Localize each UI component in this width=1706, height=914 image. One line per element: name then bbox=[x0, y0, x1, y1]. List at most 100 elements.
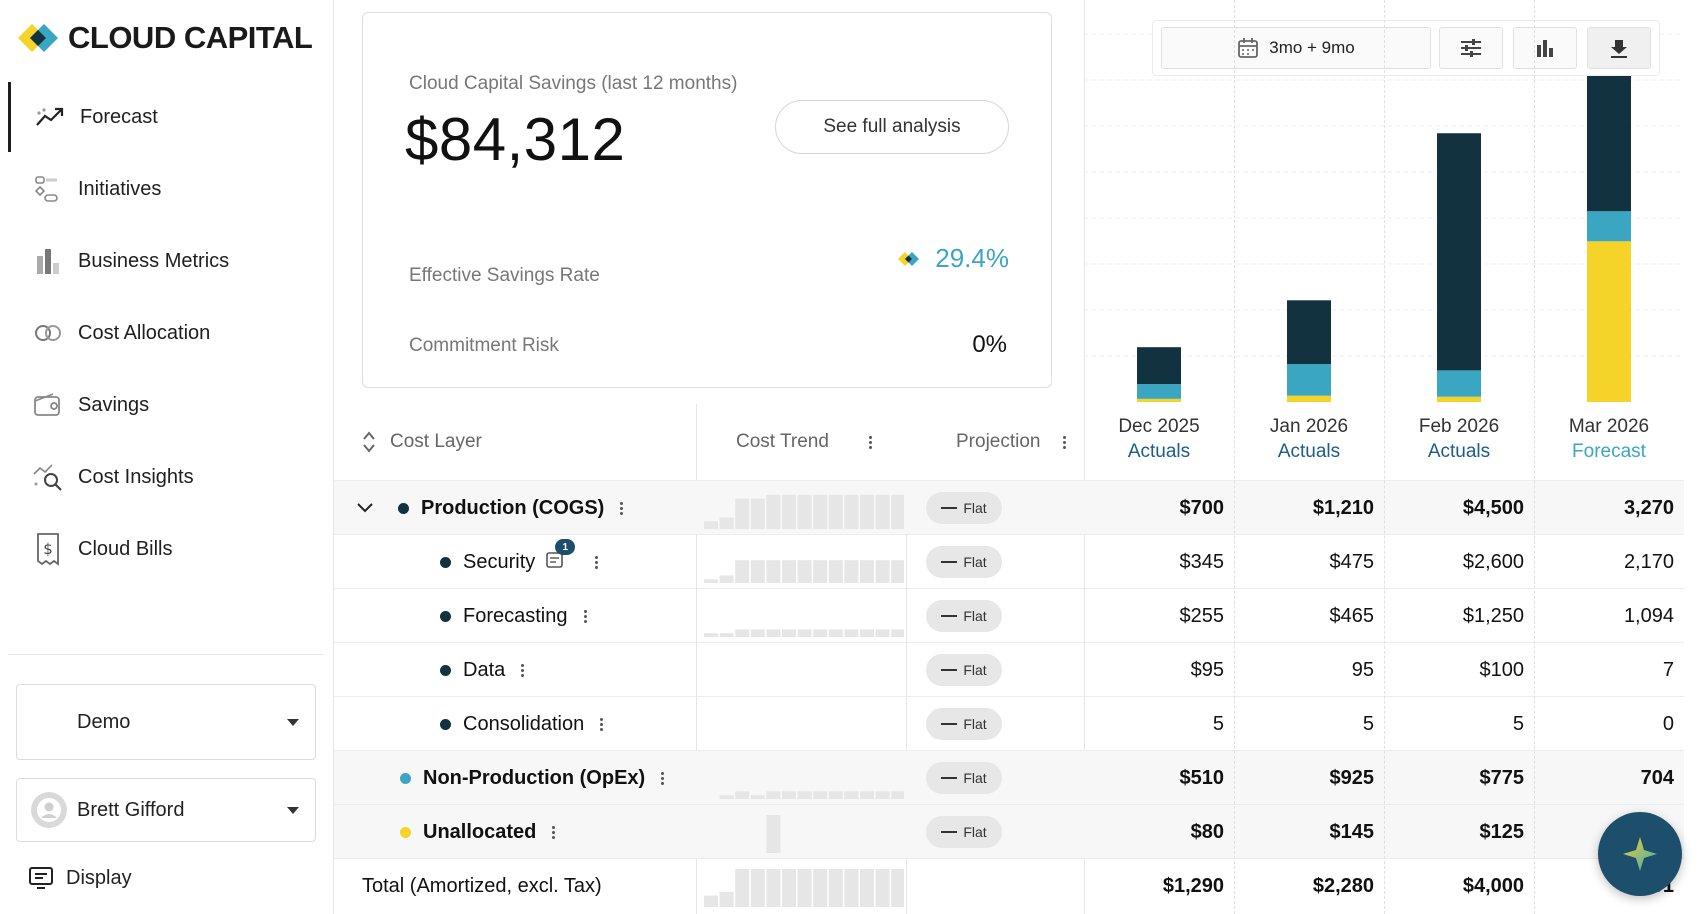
brand-logo[interactable]: CLOUD CAPITAL bbox=[16, 18, 313, 58]
user-select[interactable]: Brett Gifford bbox=[16, 778, 316, 842]
month-value-cell: 5 bbox=[1212, 712, 1224, 735]
projection-pill[interactable]: Flat bbox=[926, 816, 1002, 848]
month-value-cell: 5 bbox=[1512, 712, 1524, 735]
sidebar-item-forecast[interactable]: Forecast bbox=[8, 82, 326, 152]
month-value-cell: $1,290 bbox=[1162, 874, 1224, 897]
sparkline-bar bbox=[719, 575, 734, 583]
table-row[interactable]: Security 1 Flat $345 $475 $2,600 2,170 bbox=[334, 534, 1684, 588]
month-value-cell: $125 bbox=[1479, 820, 1525, 843]
projection-pill[interactable]: Flat bbox=[926, 762, 1002, 794]
table-row[interactable]: Unallocated Flat $80 $145 $125 bbox=[334, 804, 1684, 858]
month-value-cell: $145 bbox=[1329, 820, 1375, 843]
sparkline-bar bbox=[766, 869, 781, 907]
chart-bar-segment[interactable] bbox=[1587, 211, 1631, 242]
sparkline-bar bbox=[875, 494, 890, 529]
sidebar-item-label: Savings bbox=[78, 393, 150, 416]
month-value-cell: 0 bbox=[1662, 712, 1674, 735]
row-menu-icon[interactable] bbox=[595, 554, 599, 571]
workspace-select-value: Demo bbox=[77, 710, 131, 733]
table-row[interactable]: Production (COGS) Flat $700 $1,210 $4,500 3,2… bbox=[334, 480, 1684, 534]
projection-pill[interactable]: Flat bbox=[926, 600, 1002, 632]
row-menu-icon[interactable] bbox=[600, 716, 604, 733]
dash-icon bbox=[941, 669, 958, 671]
row-menu-icon[interactable] bbox=[552, 824, 556, 841]
chart-type-button[interactable] bbox=[1513, 27, 1577, 69]
cost-trend-menu-icon[interactable] bbox=[868, 434, 873, 451]
projection-pill[interactable]: Flat bbox=[926, 708, 1002, 740]
month-value-cell: $1,250 bbox=[1462, 604, 1524, 627]
projection-pill[interactable]: Flat bbox=[926, 654, 1002, 686]
table-row[interactable]: Data Flat $95 95 $100 7 bbox=[334, 642, 1684, 696]
sidebar-item-savings[interactable]: Savings bbox=[8, 370, 326, 440]
bar-chart-icon bbox=[1537, 40, 1553, 57]
sparkline-bar bbox=[766, 494, 781, 529]
table-row[interactable]: Consolidation Flat 5 5 5 0 bbox=[334, 696, 1684, 750]
ai-assistant-button[interactable] bbox=[1598, 812, 1682, 896]
cost-layer-header[interactable]: Cost Layer bbox=[362, 404, 692, 480]
sidebar-item-cost-insights[interactable]: Cost Insights bbox=[8, 442, 326, 512]
month-header[interactable]: Dec 2025 Actuals bbox=[1084, 414, 1234, 464]
sparkline-bar bbox=[766, 560, 781, 583]
chart-bar-segment[interactable] bbox=[1137, 347, 1181, 385]
dash-icon bbox=[941, 777, 958, 779]
sparkline-bar bbox=[891, 560, 904, 583]
series-dot bbox=[440, 610, 451, 622]
see-full-analysis-button[interactable]: See full analysis bbox=[775, 100, 1009, 154]
sparkline-bar bbox=[813, 869, 828, 907]
sparkline-bar bbox=[766, 791, 781, 799]
table-row[interactable]: Non-Production (OpEx) Flat $510 $925 $775 704 bbox=[334, 750, 1684, 804]
cost-trend-sparkline bbox=[704, 629, 904, 637]
row-menu-icon[interactable] bbox=[583, 608, 588, 625]
month-label: Mar 2026 bbox=[1568, 416, 1650, 437]
row-menu-icon[interactable] bbox=[620, 500, 624, 517]
month-header[interactable]: Feb 2026 Actuals bbox=[1384, 414, 1534, 464]
date-range-button[interactable]: 3mo + 9mo bbox=[1161, 27, 1431, 69]
sparkline-bar bbox=[704, 633, 718, 637]
chart-bar-segment[interactable] bbox=[1437, 133, 1481, 371]
chart-bar-segment[interactable] bbox=[1437, 396, 1481, 402]
sort-icon bbox=[363, 431, 375, 453]
chart-bar-segment[interactable] bbox=[1587, 241, 1631, 402]
row-menu-icon[interactable] bbox=[521, 662, 525, 679]
chevron-down-icon[interactable] bbox=[356, 502, 374, 514]
sparkline-bar bbox=[704, 521, 718, 529]
month-header[interactable]: Mar 2026 Forecast bbox=[1534, 414, 1684, 464]
chart-bar-segment[interactable] bbox=[1287, 300, 1331, 365]
chart-bar-segment[interactable] bbox=[1287, 364, 1331, 396]
filters-button[interactable] bbox=[1439, 27, 1503, 69]
chart-bar-segment[interactable] bbox=[1137, 384, 1181, 399]
sparkline-bar bbox=[766, 815, 781, 853]
projection-menu-icon[interactable] bbox=[1062, 434, 1067, 451]
sparkline-bar bbox=[860, 629, 874, 637]
display-button[interactable]: Display bbox=[28, 866, 132, 890]
table-row[interactable]: Forecasting Flat $255 $465 $1,250 1,094 bbox=[334, 588, 1684, 642]
chart-bar-segment[interactable] bbox=[1287, 395, 1331, 402]
month-divider bbox=[1534, 0, 1535, 914]
month-header[interactable]: Jan 2026 Actuals bbox=[1234, 414, 1384, 464]
month-label: Feb 2026 bbox=[1418, 416, 1500, 437]
chart-bar-segment[interactable] bbox=[1437, 370, 1481, 397]
sidebar: CLOUD CAPITAL Forecast Initiatives Busines… bbox=[0, 0, 334, 914]
total-row[interactable]: Total (Amortized, excl. Tax) $1,290 $2,280… bbox=[334, 858, 1684, 912]
sidebar-item-initiatives[interactable]: Initiatives bbox=[8, 154, 326, 224]
projection-label: Flat bbox=[963, 500, 987, 516]
workspace-select[interactable]: Demo bbox=[16, 684, 316, 760]
series-dot bbox=[400, 772, 411, 784]
dash-icon bbox=[941, 723, 958, 725]
projection-pill[interactable]: Flat bbox=[926, 492, 1002, 524]
sidebar-item-cloud-bills[interactable]: $ Cloud Bills bbox=[8, 514, 326, 584]
row-menu-icon[interactable] bbox=[661, 770, 665, 787]
chart-bar-segment[interactable] bbox=[1137, 398, 1181, 402]
sparkline-bar bbox=[844, 629, 859, 637]
projection-pill[interactable]: Flat bbox=[926, 546, 1002, 578]
download-button[interactable] bbox=[1587, 27, 1651, 69]
sparkline-bar bbox=[875, 791, 890, 799]
sparkle-icon bbox=[1623, 837, 1657, 871]
cost-layer-label: Consolidation bbox=[463, 712, 585, 735]
sidebar-item-cost-allocation[interactable]: Cost Allocation bbox=[8, 298, 326, 368]
notes-icon[interactable]: 1 bbox=[545, 539, 576, 575]
projection-label: Flat bbox=[963, 824, 987, 840]
savings-rate-label: Effective Savings Rate bbox=[409, 265, 600, 286]
sparkline-bar bbox=[719, 891, 734, 907]
sidebar-item-business-metrics[interactable]: Business Metrics bbox=[8, 226, 326, 296]
